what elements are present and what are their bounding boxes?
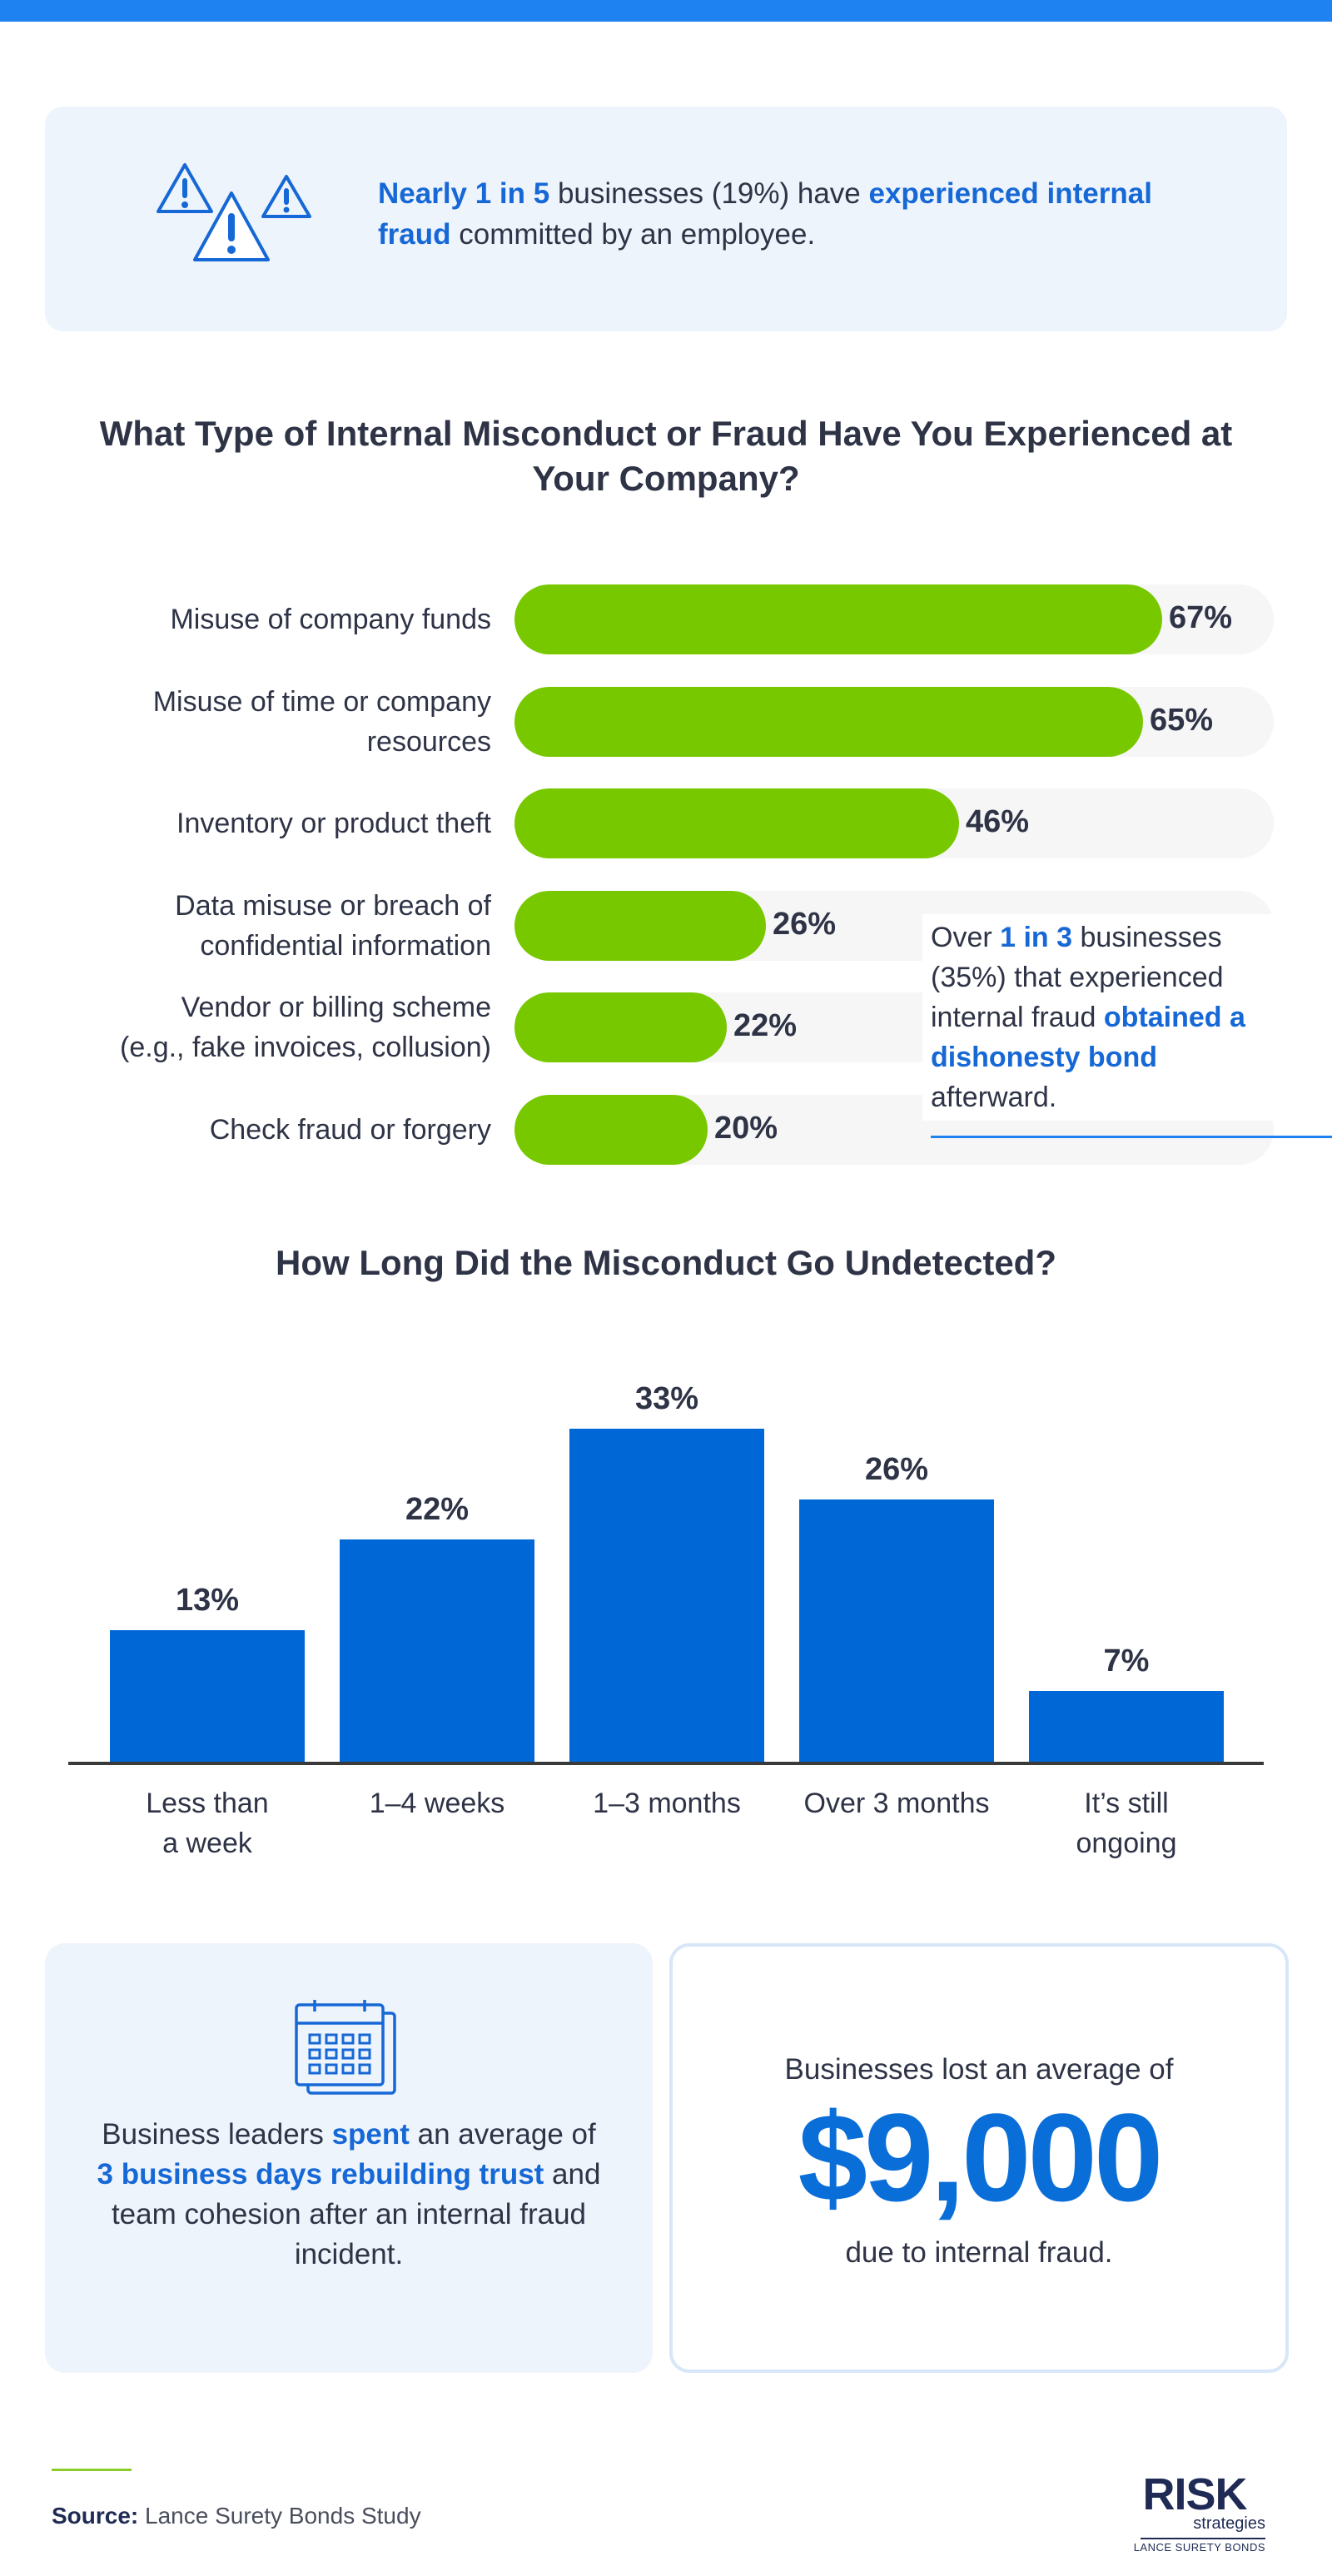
- logo-wordmark: RISK: [1142, 2469, 1247, 2519]
- undetected-category-label: Less than a week: [146, 1788, 269, 1859]
- misconduct-bar: [514, 992, 727, 1062]
- undetected-value-label: 22%: [405, 1492, 470, 1527]
- note-highlight: obtained a dishonesty bond: [931, 1002, 1245, 1073]
- source-citation: Source: Lance Surety Bonds Study: [52, 2501, 421, 2531]
- stat-highlight: 3 business days rebuilding trust: [97, 2158, 544, 2191]
- stat-highlight: spent: [331, 2118, 410, 2151]
- misconduct-row: Misuse of time or company resources 65%: [0, 677, 1332, 758]
- average-loss-outro: due to internal fraud.: [845, 2236, 1113, 2269]
- footer-rule: [52, 2469, 132, 2471]
- stat-text: businesses (19%) have: [549, 177, 869, 210]
- rebuilding-trust-text: Business leaders spent an average of 3 b…: [95, 2115, 603, 2275]
- internal-fraud-stat-text: Nearly 1 in 5 businesses (19%) have expe…: [378, 173, 1227, 255]
- stat-text: and team cohesion after an internal frau…: [111, 2158, 601, 2270]
- undetected-chart-title: How Long Did the Misconduct Go Undetecte…: [276, 1243, 1056, 1282]
- note-text: Over: [931, 922, 1001, 953]
- misconduct-row: Inventory or product theft 46%: [0, 778, 1332, 858]
- misconduct-category-label: Misuse of company funds: [170, 604, 491, 635]
- top-accent-bar: [0, 0, 1332, 22]
- misconduct-category-label: Inventory or product theft: [176, 808, 491, 839]
- source-label: Source:: [52, 2503, 139, 2529]
- stat-highlight: Nearly 1 in 5: [378, 177, 550, 210]
- average-loss-amount: $9,000: [798, 2087, 1164, 2227]
- undetected-value-label: 7%: [1103, 1644, 1150, 1678]
- logo-tagline: LANCE SURETY BONDS: [1133, 2541, 1265, 2554]
- misconduct-value-label: 65%: [1150, 702, 1214, 738]
- misconduct-value-label: 46%: [966, 804, 1030, 839]
- undetected-value-label: 26%: [864, 1452, 929, 1487]
- logo-subtitle: strategies: [1193, 2514, 1265, 2533]
- undetected-category-label: 1–3 months: [593, 1788, 741, 1819]
- misconduct-row: Check fraud or forgery 20%: [0, 1085, 1332, 1165]
- undetected-bar: [569, 1429, 764, 1762]
- calendar-icon: [295, 2000, 396, 2095]
- risk-strategies-logo: RISK strategies LANCE SURETY BONDS: [1124, 2471, 1265, 2554]
- source-text: Lance Surety Bonds Study: [145, 2503, 421, 2529]
- undetected-value-label: 13%: [175, 1583, 240, 1618]
- note-text: businesses (35%) that experienced intern…: [931, 922, 1224, 1033]
- misconduct-category-label: Vendor or billing scheme (e.g., fake invo…: [120, 992, 491, 1063]
- misconduct-row: Misuse of company funds 67%: [0, 574, 1332, 654]
- misconduct-value-label: 22%: [733, 1008, 798, 1043]
- average-loss-card: Businesses lost an average of $9,000 due…: [669, 1943, 1289, 2373]
- misconduct-category-label: Check fraud or forgery: [209, 1113, 491, 1146]
- stat-text: Business leaders: [102, 2118, 332, 2151]
- misconduct-value-label: 67%: [1169, 600, 1233, 635]
- misconduct-bar: [514, 584, 1162, 654]
- misconduct-bar: [514, 1094, 708, 1165]
- misconduct-value-label: 20%: [714, 1110, 778, 1146]
- undetected-category-label: 1–4 weeks: [369, 1788, 505, 1819]
- note-text: afterward.: [931, 1082, 1057, 1113]
- undetected-value-label: 33%: [634, 1381, 699, 1416]
- note-highlight: 1 in 3: [1000, 922, 1073, 953]
- undetected-bar: [1029, 1691, 1224, 1762]
- misconduct-value-label: 26%: [773, 906, 837, 942]
- misconduct-bar-chart: Misuse of company funds 67% Misuse of time…: [0, 574, 1332, 1174]
- undetected-category-label: Over 3 months: [803, 1788, 990, 1819]
- chart-baseline: [68, 1762, 1264, 1765]
- dishonesty-bond-note: Over 1 in 3 businesses (35%) that experi…: [922, 914, 1289, 1121]
- misconduct-bar: [514, 788, 959, 858]
- logo-rule: [1141, 2538, 1265, 2539]
- warning-triangles-icon: [157, 163, 311, 261]
- misconduct-bar: [514, 686, 1143, 757]
- misconduct-bar: [514, 890, 766, 961]
- stat-highlight: experienced internal fraud: [378, 177, 1152, 251]
- undetected-bar: [110, 1630, 305, 1762]
- stat-text: committed by an employee.: [450, 218, 816, 251]
- rebuilding-trust-card: Business leaders spent an average of 3 b…: [45, 1943, 653, 2373]
- note-underline: [931, 1136, 1332, 1138]
- stat-text: an average of: [409, 2118, 596, 2151]
- average-loss-intro: Businesses lost an average of: [784, 2053, 1174, 2086]
- undetected-bar: [340, 1539, 534, 1762]
- misconduct-category-label: Misuse of time or company resources: [152, 685, 491, 758]
- misconduct-chart-title: What Type of Internal Misconduct or Frau…: [99, 414, 1233, 498]
- misconduct-category-label: Data misuse or breach of confidential inf…: [175, 889, 491, 962]
- undetected-bar: [799, 1499, 994, 1762]
- undetected-category-label: It’s still ongoing: [1076, 1788, 1177, 1859]
- internal-fraud-stat-card: Nearly 1 in 5 businesses (19%) have expe…: [45, 107, 1287, 331]
